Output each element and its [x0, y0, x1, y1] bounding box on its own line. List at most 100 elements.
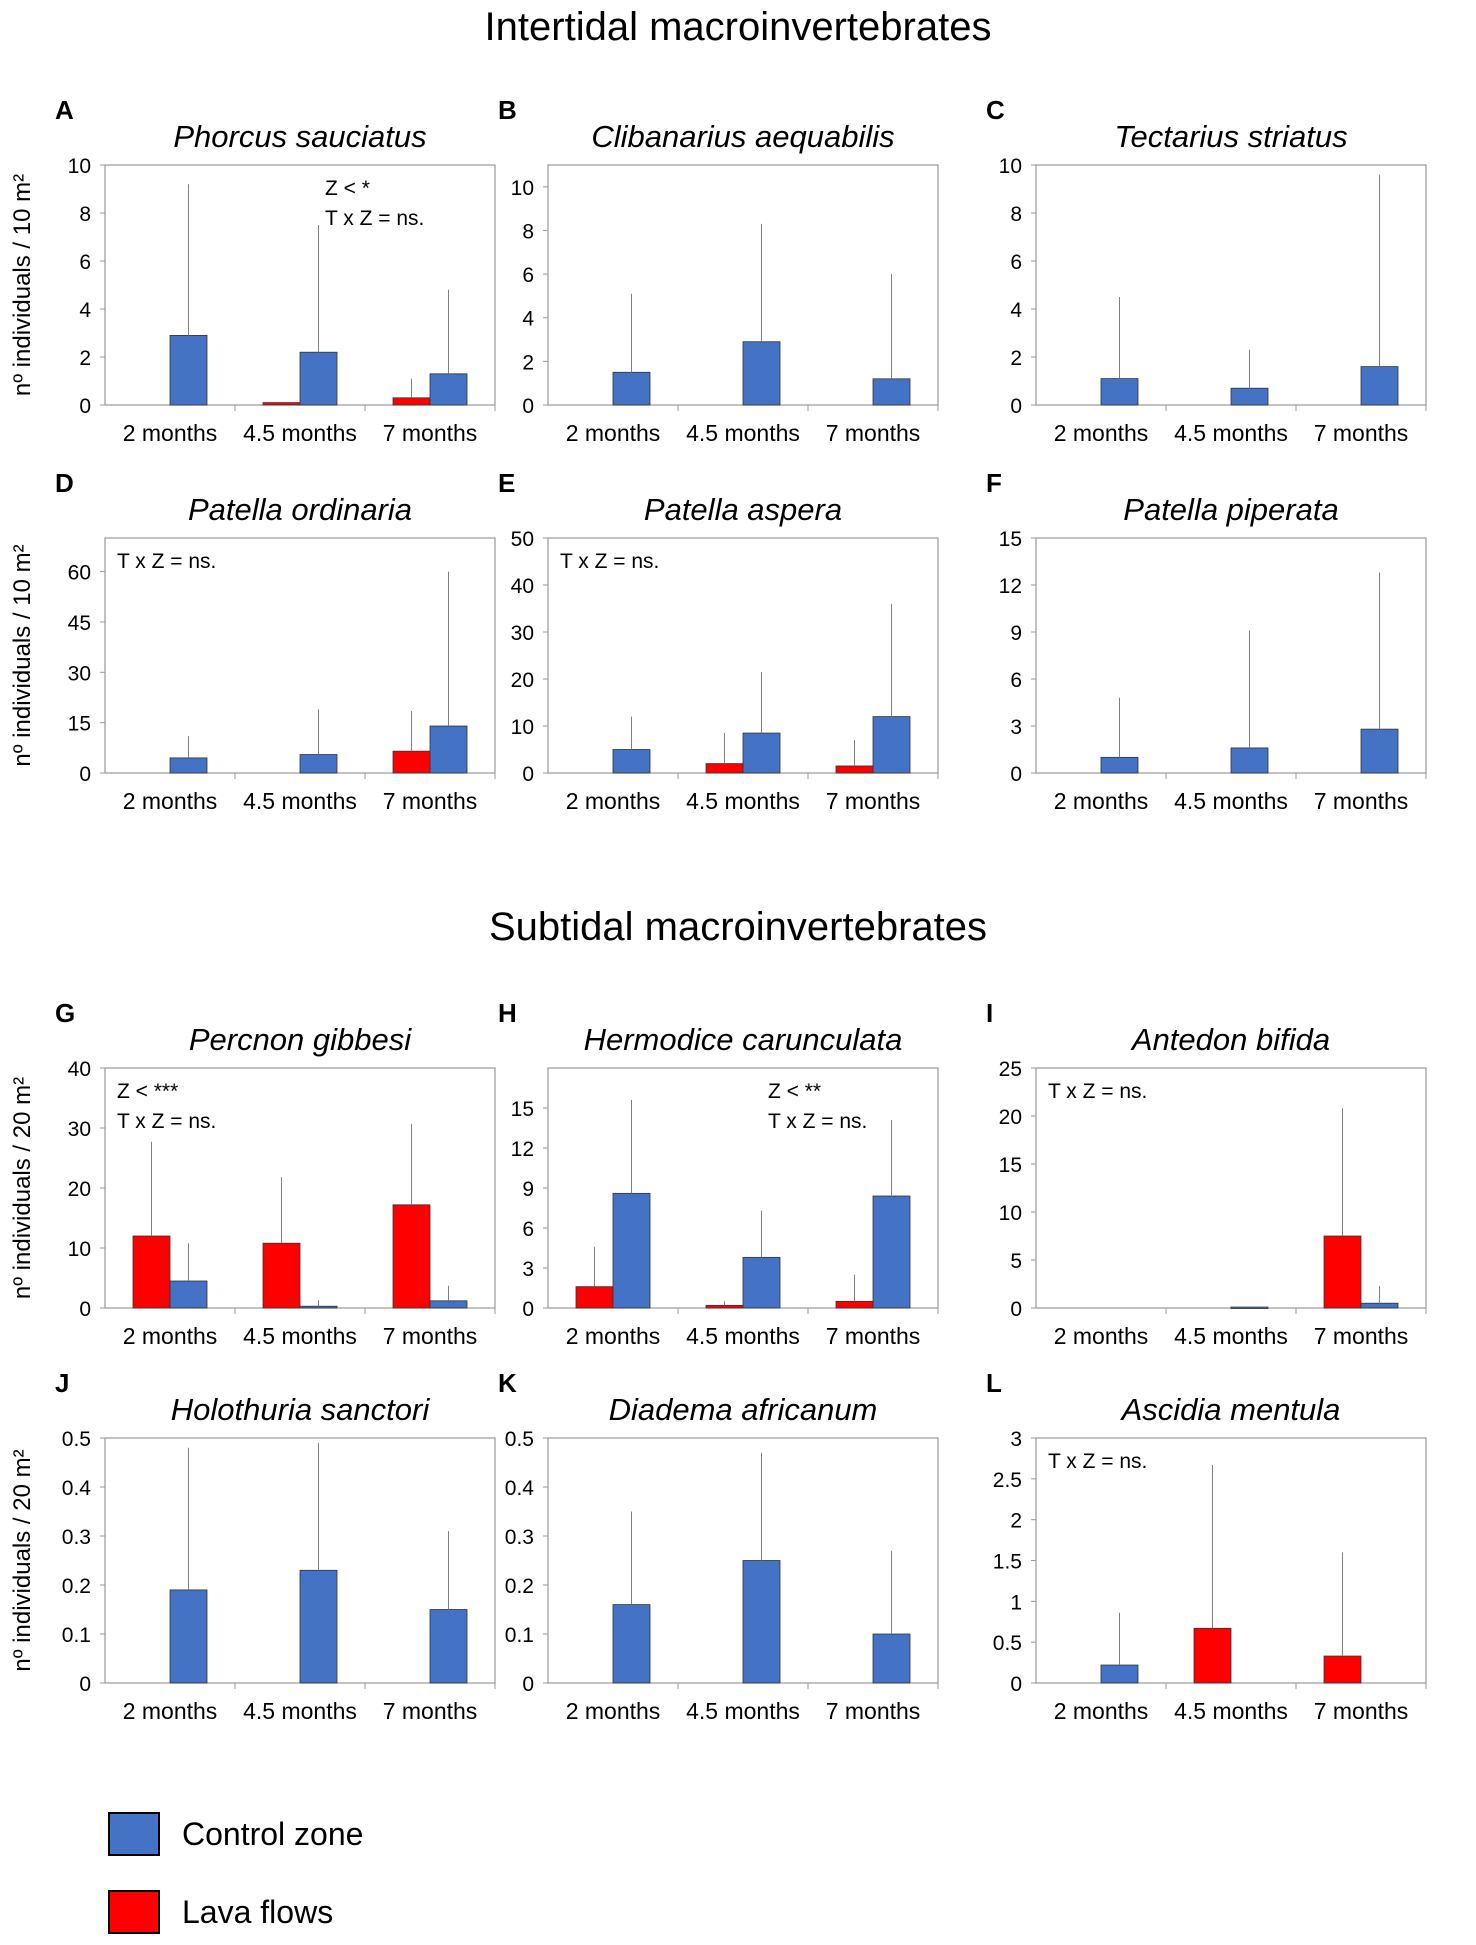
panel-title: Phorcus sauciatus: [173, 119, 426, 154]
bar-control: [872, 1195, 911, 1309]
panel-title: Holothuria sanctori: [171, 1392, 431, 1427]
x-tick-label: 4.5 months: [686, 1698, 800, 1724]
annotation: T x Z = ns.: [1048, 1080, 1147, 1103]
x-tick-label: 2 months: [123, 788, 218, 814]
y-tick-label: 0: [522, 395, 534, 418]
y-tick-label: 0: [1010, 395, 1022, 418]
x-tick-label: 2 months: [1054, 420, 1149, 446]
bar-control: [169, 334, 208, 406]
y-tick-label: 10: [68, 155, 91, 178]
bar-control: [1360, 366, 1399, 406]
x-tick-label: 2 months: [566, 420, 661, 446]
y-tick-label: 15: [999, 528, 1022, 551]
x-tick-label: 2 months: [123, 1323, 218, 1349]
legend-label-lava: Lava flows: [182, 1893, 334, 1930]
x-tick-label: 4.5 months: [686, 1323, 800, 1349]
y-tick-label: 0.1: [62, 1624, 91, 1647]
x-tick-label: 7 months: [383, 420, 478, 446]
panel-L: L Ascidia mentula 0 0.5 1 1.5 2 2.5 3 2 months 4.5…: [986, 1368, 1427, 1724]
bar-control: [299, 1305, 338, 1309]
bar-control: [1100, 756, 1139, 774]
bar-control: [169, 1280, 208, 1309]
bar-control: [612, 749, 651, 774]
legend-item-lava: Lava flows: [108, 1890, 333, 1934]
bar-control: [169, 1589, 208, 1684]
x-tick-label: 4.5 months: [243, 420, 357, 446]
bar-control: [299, 754, 338, 774]
x-tick-label: 4.5 months: [243, 788, 357, 814]
y-tick-label: 0: [79, 763, 91, 786]
y-tick-label: 0.3: [62, 1526, 91, 1549]
panel-letter: E: [498, 468, 515, 498]
x-tick-label: 7 months: [383, 788, 478, 814]
y-tick-label: 0.1: [505, 1624, 534, 1647]
y-tick-label: 10: [511, 716, 534, 739]
panel-letter: I: [986, 998, 993, 1028]
panel-title: Diadema africanum: [609, 1392, 878, 1427]
bar-control: [1100, 1664, 1139, 1684]
x-tick-label: 7 months: [826, 788, 921, 814]
panel-J: J Holothuria sanctori 0 0.1 0.2 0.3 0.4 0.5 2 mo…: [9, 1368, 496, 1724]
y-tick-label: 6: [79, 251, 91, 274]
x-tick-label: 2 months: [566, 1323, 661, 1349]
panel-title: Tectarius striatus: [1114, 119, 1347, 154]
y-tick-label: 12: [999, 575, 1022, 598]
x-tick-label: 2 months: [566, 788, 661, 814]
y-tick-label: 4: [79, 299, 91, 322]
bar-lava: [392, 750, 431, 774]
y-tick-label: 0: [79, 1298, 91, 1321]
bar-control: [742, 732, 781, 774]
panel-title: Clibanarius aequabilis: [591, 119, 894, 154]
bar-control: [612, 1604, 651, 1684]
y-tick-label: 2: [1010, 347, 1022, 370]
x-tick-label: 2 months: [123, 420, 218, 446]
panel-title: Patella ordinaria: [188, 492, 412, 527]
x-tick-label: 4.5 months: [243, 1323, 357, 1349]
y-tick-label: 40: [511, 575, 534, 598]
y-tick-label: 0.5: [62, 1428, 91, 1451]
x-tick-label: 7 months: [383, 1698, 478, 1724]
bar-lava: [132, 1235, 171, 1309]
bar-control: [169, 757, 208, 774]
bar-control: [1230, 1306, 1269, 1309]
annotation: T x Z = ns.: [325, 207, 424, 230]
y-tick-label: 9: [522, 1178, 534, 1201]
y-tick-label: 25: [999, 1058, 1022, 1081]
annotation: T x Z = ns.: [1048, 1450, 1147, 1473]
x-tick-label: 2 months: [566, 1698, 661, 1724]
y-tick-label: 0: [1010, 763, 1022, 786]
y-tick-label: 0: [79, 395, 91, 418]
y-tick-label: 8: [522, 220, 534, 243]
x-tick-label: 4.5 months: [1174, 1698, 1288, 1724]
bar-control: [872, 378, 911, 406]
panel-title: Percnon gibbesi: [189, 1022, 412, 1057]
y-tick-label: 0.4: [505, 1477, 535, 1500]
panel-letter: F: [986, 468, 1002, 498]
bar-control: [1360, 728, 1399, 774]
bar-control: [429, 1300, 468, 1309]
panel-letter: C: [986, 95, 1005, 125]
x-tick-label: 7 months: [826, 1698, 921, 1724]
y-tick-label: 20: [68, 1178, 91, 1201]
x-tick-label: 4.5 months: [243, 1698, 357, 1724]
legend-swatch-lava: [108, 1890, 160, 1934]
y-tick-label: 6: [1010, 251, 1022, 274]
bar-lava: [262, 1242, 301, 1309]
y-tick-label: 5: [1010, 1250, 1022, 1273]
x-tick-label: 7 months: [1314, 788, 1409, 814]
bar-control: [612, 371, 651, 406]
x-tick-label: 4.5 months: [686, 788, 800, 814]
bar-control: [872, 716, 911, 774]
y-tick-label: 45: [68, 612, 91, 635]
panel-D: D Patella ordinaria 0 15 30 45 60 2 months 4.5 m…: [9, 468, 496, 814]
panel-I: I Antedon bifida 0 5 10 15 20 25 2 months 4.5 mon…: [986, 998, 1427, 1349]
bar-lava: [705, 763, 744, 774]
x-tick-label: 2 months: [1054, 1323, 1149, 1349]
x-tick-label: 4.5 months: [1174, 1323, 1288, 1349]
y-axis-label: nº individuals / 10 m²: [9, 174, 36, 396]
y-tick-label: 0: [79, 1673, 91, 1696]
y-tick-label: 30: [68, 662, 91, 685]
bar-lava: [392, 1204, 431, 1309]
x-tick-label: 7 months: [826, 420, 921, 446]
panel-letter: B: [498, 95, 517, 125]
